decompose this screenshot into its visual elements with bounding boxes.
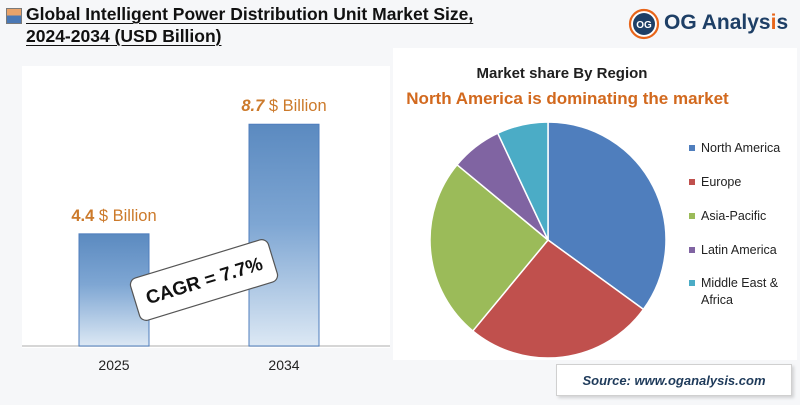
legend-item-middle-east-africa: Middle East & Africa xyxy=(689,275,793,309)
pie-slice-europe xyxy=(471,238,645,359)
legend-label-asia-pacific: Asia-Pacific xyxy=(701,209,767,223)
title-line-1: Global Intelligent Power Distribution Un… xyxy=(26,4,474,24)
og-analysis-logo: OG OG Analysis xyxy=(628,8,798,40)
legend-swatch-latin-america xyxy=(689,247,695,253)
x-tick-label-2025: 2025 xyxy=(98,357,130,373)
source-citation: Source: www.oganalysis.com xyxy=(556,364,792,396)
logo-badge-text: OG xyxy=(636,20,652,31)
logo-text-end: s xyxy=(776,11,789,34)
pie-slice-north-america xyxy=(547,121,667,311)
bar-value-label-2034: 8.7 $ Billion xyxy=(241,97,326,115)
legend-label-europe: Europe xyxy=(701,175,742,189)
legend-swatch-north-america xyxy=(689,145,695,151)
legend-swatch-asia-pacific xyxy=(689,213,695,219)
logo-text: OG Analysis xyxy=(664,11,788,35)
bar-value-label-2025: 4.4 $ Billion xyxy=(71,207,156,225)
pie-slice-middle-east-africa xyxy=(496,121,549,241)
pie-slices-layer xyxy=(429,121,667,359)
legend-item-asia-pacific: Asia-Pacific xyxy=(689,208,793,225)
page-title: Global Intelligent Power Distribution Un… xyxy=(26,3,586,47)
title-bullet-icon xyxy=(6,8,22,24)
legend-swatch-europe xyxy=(689,179,695,185)
legend-label-middle-east-africa: Middle East & Africa xyxy=(701,276,779,307)
title-line-2: 2024-2034 (USD Billion) xyxy=(26,26,222,46)
bar-2034 xyxy=(248,123,320,347)
legend-item-north-america: North America xyxy=(689,140,793,157)
pie-chart-title: Market share By Region xyxy=(476,65,648,82)
legend-label-north-america: North America xyxy=(701,141,781,155)
bars-layer xyxy=(78,123,320,347)
bar-labels-layer: 4.4 $ Billion 8.7 $ Billion xyxy=(71,97,326,225)
logo-badge-icon: OG xyxy=(628,8,660,40)
cagr-box xyxy=(129,239,279,321)
pie-chart-panel: Market share By Region North America is … xyxy=(393,48,797,360)
pie-chart xyxy=(429,121,667,359)
pie-slice-asia-pacific xyxy=(429,163,550,332)
x-tick-label-2034: 2034 xyxy=(268,357,300,373)
legend-item-latin-america: Latin America xyxy=(689,242,793,259)
legend-label-latin-america: Latin America xyxy=(701,243,777,257)
logo-text-main: OG Analys xyxy=(664,11,771,34)
pie-chart-subtitle: North America is dominating the market xyxy=(406,89,729,108)
logo-text-accent: i xyxy=(770,11,777,34)
legend-item-europe: Europe xyxy=(689,174,793,191)
bar-chart-panel: 4.4 $ Billion 8.7 $ Billion CAGR = 7.7% xyxy=(22,66,390,348)
legend-swatch-middle-east-africa xyxy=(689,280,695,286)
